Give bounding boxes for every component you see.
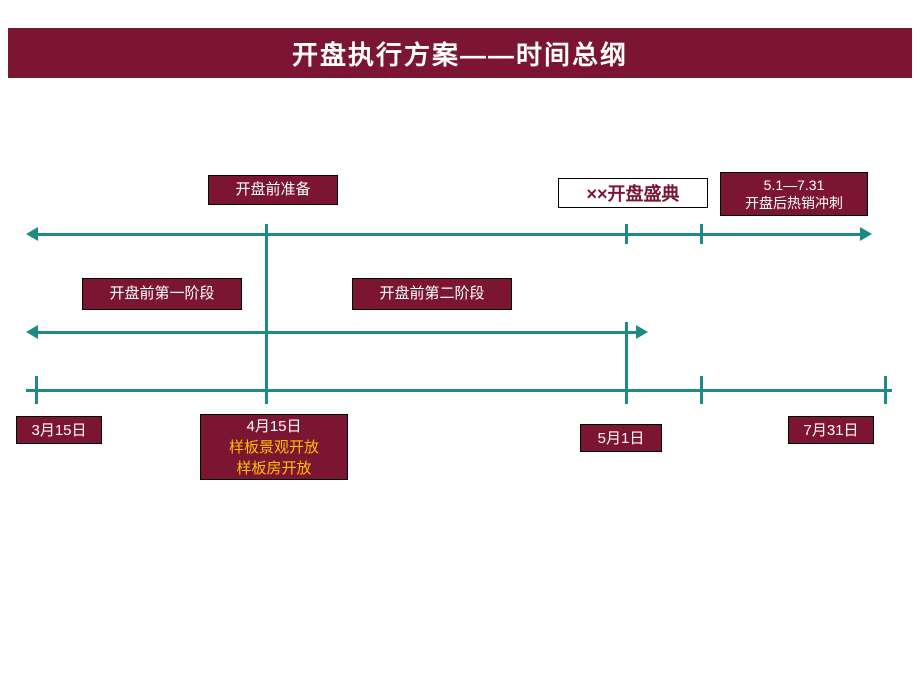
phase-ceremony-box: ××开盘盛典 (558, 178, 708, 208)
phase-post-box: 5.1—7.31 开盘后热销冲刺 (720, 172, 868, 216)
date-apr15-line2: 样板景观开放 (229, 437, 319, 458)
arrow-mid-left-head (26, 325, 38, 339)
phase-stage1-label: 开盘前第一阶段 (109, 284, 214, 304)
date-mar15: 3月15日 (16, 416, 102, 444)
phase-stage1-box: 开盘前第一阶段 (82, 278, 242, 310)
phase-prep-box: 开盘前准备 (208, 175, 338, 205)
tick-d3 (625, 322, 628, 404)
phase-stage2-box: 开盘前第二阶段 (352, 278, 512, 310)
date-apr15-line3: 样板房开放 (236, 458, 311, 479)
tick-d1 (35, 376, 38, 404)
arrow-top-right-head (860, 227, 872, 241)
tick-d3b (700, 376, 703, 404)
phase-post-line2: 开盘后热销冲刺 (745, 194, 843, 212)
date-may1-label: 5月1日 (598, 428, 645, 449)
phase-ceremony-label: ××开盘盛典 (586, 180, 679, 206)
arrow-top-tick-right (700, 224, 703, 244)
date-apr15-line1: 4月15日 (246, 416, 301, 437)
page-title: 开盘执行方案——时间总纲 (292, 35, 628, 72)
date-apr15: 4月15日 样板景观开放 样板房开放 (200, 414, 348, 480)
phase-post-line1: 5.1—7.31 (764, 176, 825, 194)
phase-prep-label: 开盘前准备 (235, 180, 310, 200)
timeline-baseline (26, 389, 892, 392)
arrow-top-left-head (26, 227, 38, 241)
arrow-mid (36, 331, 638, 334)
tick-d4 (884, 376, 887, 404)
date-jul31-label: 7月31日 (803, 420, 858, 441)
arrow-top (36, 233, 862, 236)
arrow-top-tick-mid (625, 224, 628, 244)
tick-d2 (265, 224, 268, 404)
title-bar: 开盘执行方案——时间总纲 (8, 28, 912, 78)
phase-stage2-label: 开盘前第二阶段 (379, 284, 484, 304)
date-jul31: 7月31日 (788, 416, 874, 444)
date-may1: 5月1日 (580, 424, 662, 452)
date-mar15-label: 3月15日 (31, 420, 86, 441)
arrow-mid-right-head (636, 325, 648, 339)
